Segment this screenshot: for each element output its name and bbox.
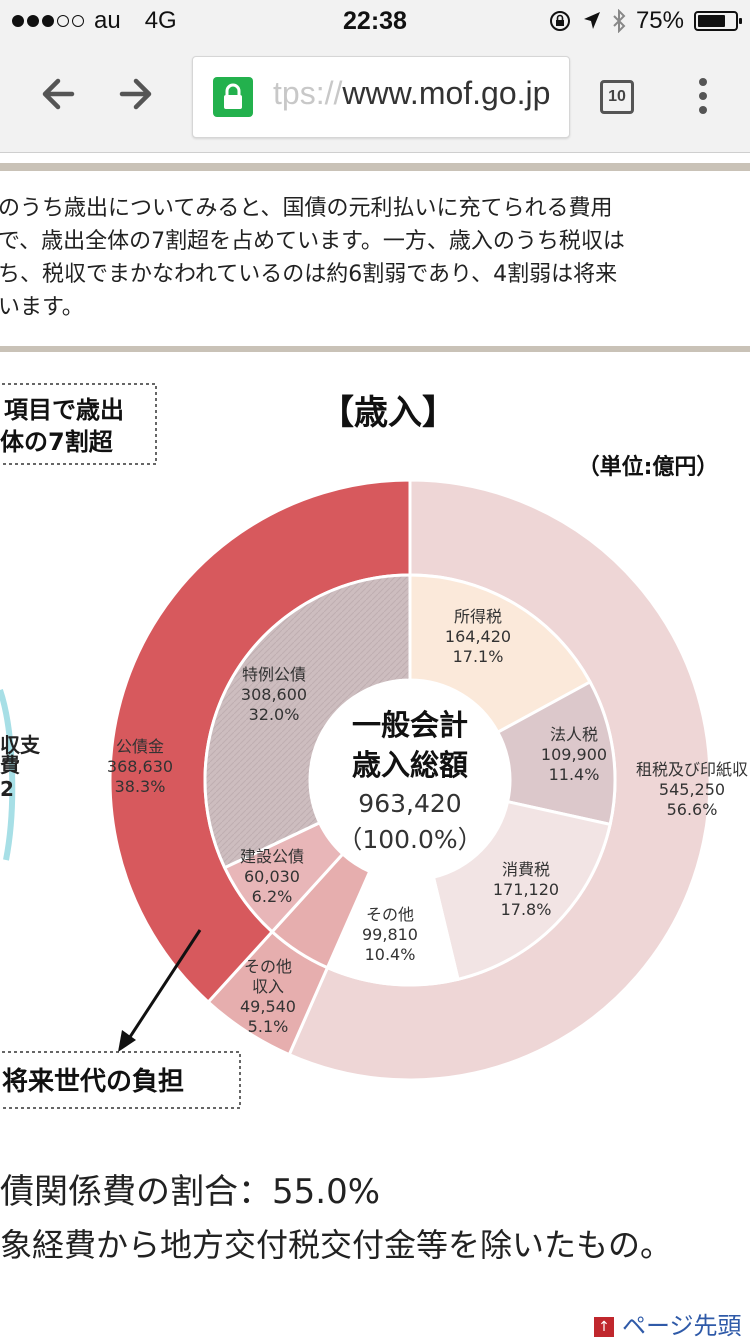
center-percent: （100.0%） [337,825,482,854]
callout-bottom-text: 将来世代の負担 [2,1067,184,1097]
slice-label: その他 [244,957,292,976]
intro-line: います。 [0,295,84,320]
footnote-line: 債関係費の割合：55.0% [0,1172,381,1212]
callout-top: 項目で歳出 体の7割超 [0,383,157,465]
left-partial-label: 2 [0,777,14,801]
callout-top-line: 体の7割超 [0,428,114,456]
slice-label: 租税及び印紙収 [636,760,748,779]
inner-slice [203,573,412,870]
slice-label: 545,250 [659,780,725,799]
network-label: 4G [144,7,177,34]
back-arrow-icon[interactable] [28,64,88,124]
footnote-line: 象経費から地方交付税交付金等を除いたもの。 [0,1226,673,1264]
center-hole [310,680,510,880]
intro-paragraph: のうち歳出についてみると、国債の元利払いに充てられる費用 で、歳出全体の7割超を… [0,192,750,324]
slice-label: 99,810 [362,925,418,944]
callout-bottom: 将来世代の負担 [0,1051,241,1109]
left-chart-fragment [0,689,16,861]
left-partial-label: 費 [0,753,20,777]
slice-label: 5.1% [248,1017,289,1036]
slice-label: その他 [366,905,414,924]
location-icon [583,12,600,29]
slice-label: 特例公債 [242,665,306,684]
overflow-menu-icon[interactable] [696,78,710,118]
url-scheme: tps:// [273,75,343,111]
slice-label: 368,630 [107,757,173,776]
slice-label: 11.4% [549,765,600,784]
tab-switcher-button[interactable]: 10 [600,80,634,114]
outer-ring [108,478,712,1082]
slice-label: 56.6% [667,800,718,819]
left-partial-label: 収支 [0,733,41,757]
slice-label: 10.4% [365,945,416,964]
center-title-line2: 歳入総額 [352,748,468,782]
slice-label: 公債金 [116,737,164,756]
chart-title: 【歳入】 [320,393,456,433]
center-title-line1: 一般会計 [352,708,468,742]
center-total: 963,420 [358,789,461,818]
slice-label: 38.3% [115,777,166,796]
url-text[interactable]: tps://www.mof.go.jp [273,75,550,112]
battery-percent: 75% [635,7,684,34]
burden-arrow [118,929,202,1052]
slice-label: 49,540 [240,997,296,1016]
chart-unit: （単位:億円） [578,454,719,480]
bluetooth-icon [613,9,626,33]
intro-line: ち、税収でまかなわれているのは約6割弱であり、4割弱は将来 [0,262,618,287]
address-bar[interactable]: tps://www.mof.go.jp [192,56,570,138]
slice-labels: 租税及び印紙収545,25056.6%公債金368,63038.3%その他収入4… [107,607,748,1036]
clock: 22:38 [343,7,407,35]
signal-strength-icon [12,15,84,27]
slice-label: 建設公債 [240,847,304,866]
orientation-lock-icon [549,11,570,31]
slice-label: 17.1% [453,647,504,666]
inner-ring [203,573,617,987]
slice-label: 消費税 [502,860,550,879]
divider [0,346,750,352]
slice-label: 法人税 [550,725,598,744]
forward-arrow-icon[interactable] [106,64,166,124]
carrier-label: au [94,7,121,34]
divider [0,163,750,171]
slice-label: 109,900 [541,745,607,764]
revenue-donut-chart: 項目で歳出 体の7割超 収支 費 2 【歳入】 （単位:億円） 一般会計 歳入総… [0,383,748,1109]
callout-top-line: 項目で歳出 [4,396,124,424]
url-host: www.mof.go.jp [342,75,551,111]
intro-line: のうち歳出についてみると、国債の元利払いに充てられる費用 [0,196,613,221]
slice-label: 32.0% [249,705,300,724]
slice-label: 60,030 [244,867,300,886]
slice-label: 164,420 [445,627,511,646]
slice-label: 171,120 [493,880,559,899]
secure-lock-icon [213,77,253,117]
status-bar: au 4G 22:38 75% [0,0,750,40]
page-top-link[interactable]: ↑ ページ先頭 [594,1306,742,1341]
status-left: au 4G [12,7,177,35]
battery-icon [694,11,742,31]
up-arrow-icon: ↑ [594,1317,614,1337]
status-right: 75% [548,7,742,35]
slice-label: 6.2% [252,887,293,906]
browser-toolbar: tps://www.mof.go.jp 10 [0,40,750,153]
slice-label: 収入 [252,977,284,996]
slice-label: 308,600 [241,685,307,704]
slice-label: 所得税 [454,607,502,626]
slice-label: 17.8% [501,900,552,919]
intro-line: で、歳出全体の7割超を占めています。一方、歳入のうち税収は [0,229,625,254]
page-top-label: ページ先頭 [622,1312,742,1340]
